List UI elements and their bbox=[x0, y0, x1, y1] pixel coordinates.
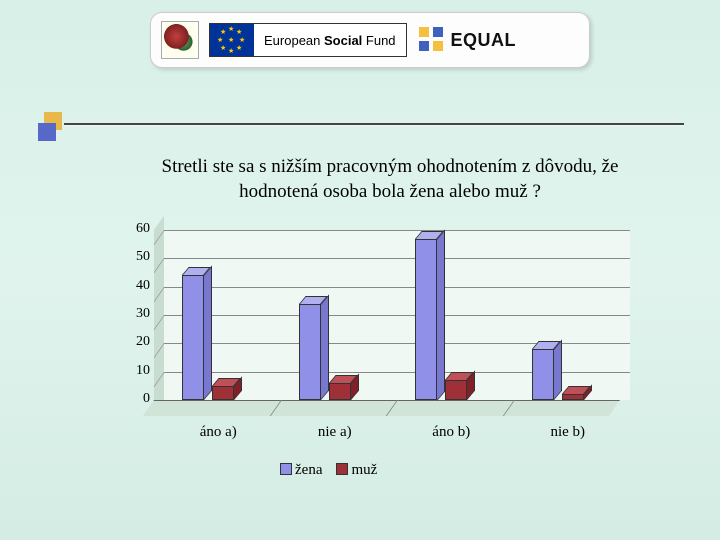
equal-squares-icon bbox=[417, 25, 447, 55]
y-tick-label: 0 bbox=[124, 391, 150, 407]
legend-item: muž bbox=[336, 462, 377, 479]
esf-suffix: Fund bbox=[362, 33, 395, 48]
x-tick-label: nie b) bbox=[528, 424, 608, 441]
y-tick-label: 60 bbox=[124, 221, 150, 237]
page-title: Stretli ste sa s nižším pracovným ohodno… bbox=[140, 155, 640, 204]
divider-line bbox=[64, 123, 684, 125]
y-tick-label: 20 bbox=[124, 334, 150, 350]
bar bbox=[445, 380, 467, 400]
x-tick-label: nie a) bbox=[295, 424, 375, 441]
header-logo-bar: European Social Fund EQUAL bbox=[150, 12, 590, 68]
gridline bbox=[164, 230, 630, 231]
y-tick-label: 30 bbox=[124, 306, 150, 322]
bar bbox=[415, 239, 437, 401]
equal-label: EQUAL bbox=[451, 30, 517, 51]
legend-label: žena bbox=[295, 462, 322, 478]
legend: žena muž bbox=[280, 462, 377, 479]
bar bbox=[562, 394, 584, 400]
esf-text: European Social Fund bbox=[254, 33, 406, 48]
y-tick-label: 10 bbox=[124, 363, 150, 379]
y-tick-label: 50 bbox=[124, 249, 150, 265]
legend-item: žena bbox=[280, 462, 322, 479]
x-tick-label: áno b) bbox=[411, 424, 491, 441]
legend-label: muž bbox=[351, 462, 377, 478]
bar-chart: 0102030405060áno a)nie a)áno b)nie b) bbox=[110, 230, 630, 416]
flower-logo-icon bbox=[161, 21, 199, 59]
bar bbox=[532, 349, 554, 400]
gridline bbox=[164, 315, 630, 316]
gridline bbox=[164, 287, 630, 288]
bar bbox=[329, 383, 351, 400]
esf-bold: Social bbox=[324, 33, 362, 48]
esf-prefix: European bbox=[264, 33, 324, 48]
esf-logo: European Social Fund bbox=[209, 23, 407, 57]
plot-floor bbox=[143, 400, 620, 416]
gridline bbox=[164, 258, 630, 259]
eu-flag-icon bbox=[210, 24, 254, 56]
plot-area: 0102030405060áno a)nie a)áno b)nie b) bbox=[130, 230, 630, 416]
equal-logo: EQUAL bbox=[417, 25, 517, 55]
y-tick-label: 40 bbox=[124, 278, 150, 294]
x-tick-label: áno a) bbox=[178, 424, 258, 441]
bar bbox=[212, 386, 234, 400]
legend-swatch bbox=[280, 463, 292, 475]
bar bbox=[299, 304, 321, 400]
bar bbox=[182, 275, 204, 400]
legend-swatch bbox=[336, 463, 348, 475]
